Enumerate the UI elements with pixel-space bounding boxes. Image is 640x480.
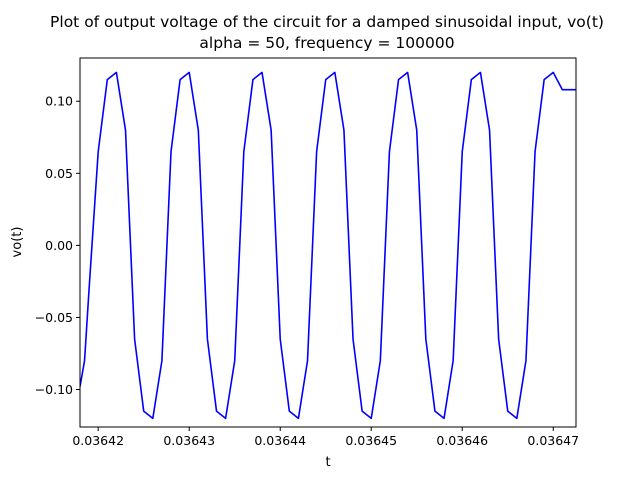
y-tick-label: 0.00 [45, 238, 73, 253]
y-tick-label: 0.05 [45, 166, 73, 181]
x-tick-label: 0.03642 [72, 433, 124, 448]
x-tick-label: 0.03645 [345, 433, 397, 448]
x-tick-label: 0.03647 [527, 433, 579, 448]
chart-title: Plot of output voltage of the circuit fo… [50, 13, 604, 31]
y-tick-label: 0.10 [45, 94, 73, 109]
x-axis-label: t [325, 455, 330, 470]
chart-subtitle: alpha = 50, frequency = 100000 [199, 34, 454, 52]
x-tick-label: 0.03646 [436, 433, 488, 448]
y-axis-label: vo(t) [10, 227, 25, 258]
axes-frame [79, 57, 577, 428]
x-tick-label: 0.03644 [254, 433, 306, 448]
x-tick-label: 0.03643 [163, 433, 215, 448]
plot-area [79, 57, 577, 428]
y-tick-label: −0.05 [35, 310, 73, 325]
series-line-0 [80, 71, 576, 420]
y-tick-label: −0.10 [35, 382, 73, 397]
